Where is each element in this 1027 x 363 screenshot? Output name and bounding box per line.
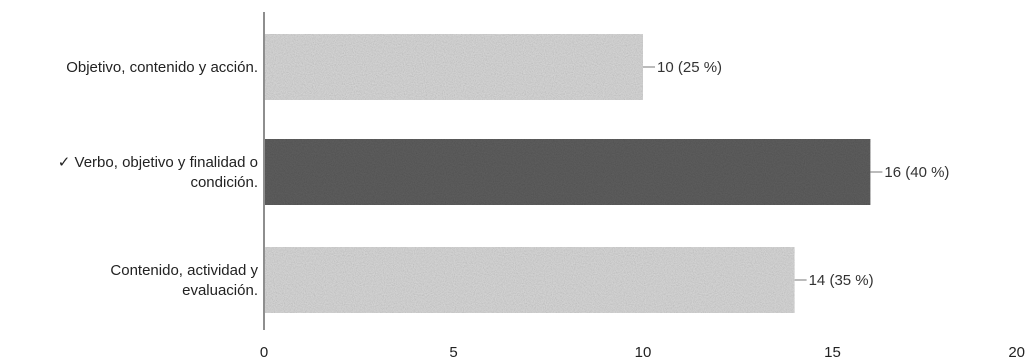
x-tick-label-2: 10	[635, 344, 652, 361]
data-label-2: 14 (35 %)	[809, 272, 874, 289]
category-label-0: Objetivo, contenido y acción.	[66, 59, 258, 76]
category-label-2: Contenido, actividad y evaluación.	[110, 262, 258, 299]
data-label-0: 10 (25 %)	[657, 59, 722, 76]
data-labels-group: 10 (25 %) 16 (40 %) 14 (35 %)	[643, 59, 949, 289]
bar-1	[265, 139, 871, 205]
x-tick-label-0: 0	[260, 344, 268, 361]
x-tick-labels-group: 0 5 10 15 20	[260, 344, 1025, 361]
data-label-1: 16 (40 %)	[884, 164, 949, 181]
category-labels-group: Objetivo, contenido y acción. ✓ Verbo, ob…	[58, 59, 259, 299]
bar-2	[265, 247, 795, 313]
x-tick-label-4: 20	[1008, 344, 1025, 361]
bar-0	[265, 34, 643, 100]
x-tick-label-3: 15	[824, 344, 841, 361]
bars-group	[265, 34, 871, 313]
category-label-1: ✓ Verbo, objetivo y finalidad o condición…	[58, 154, 258, 191]
x-tick-label-1: 5	[449, 344, 457, 361]
